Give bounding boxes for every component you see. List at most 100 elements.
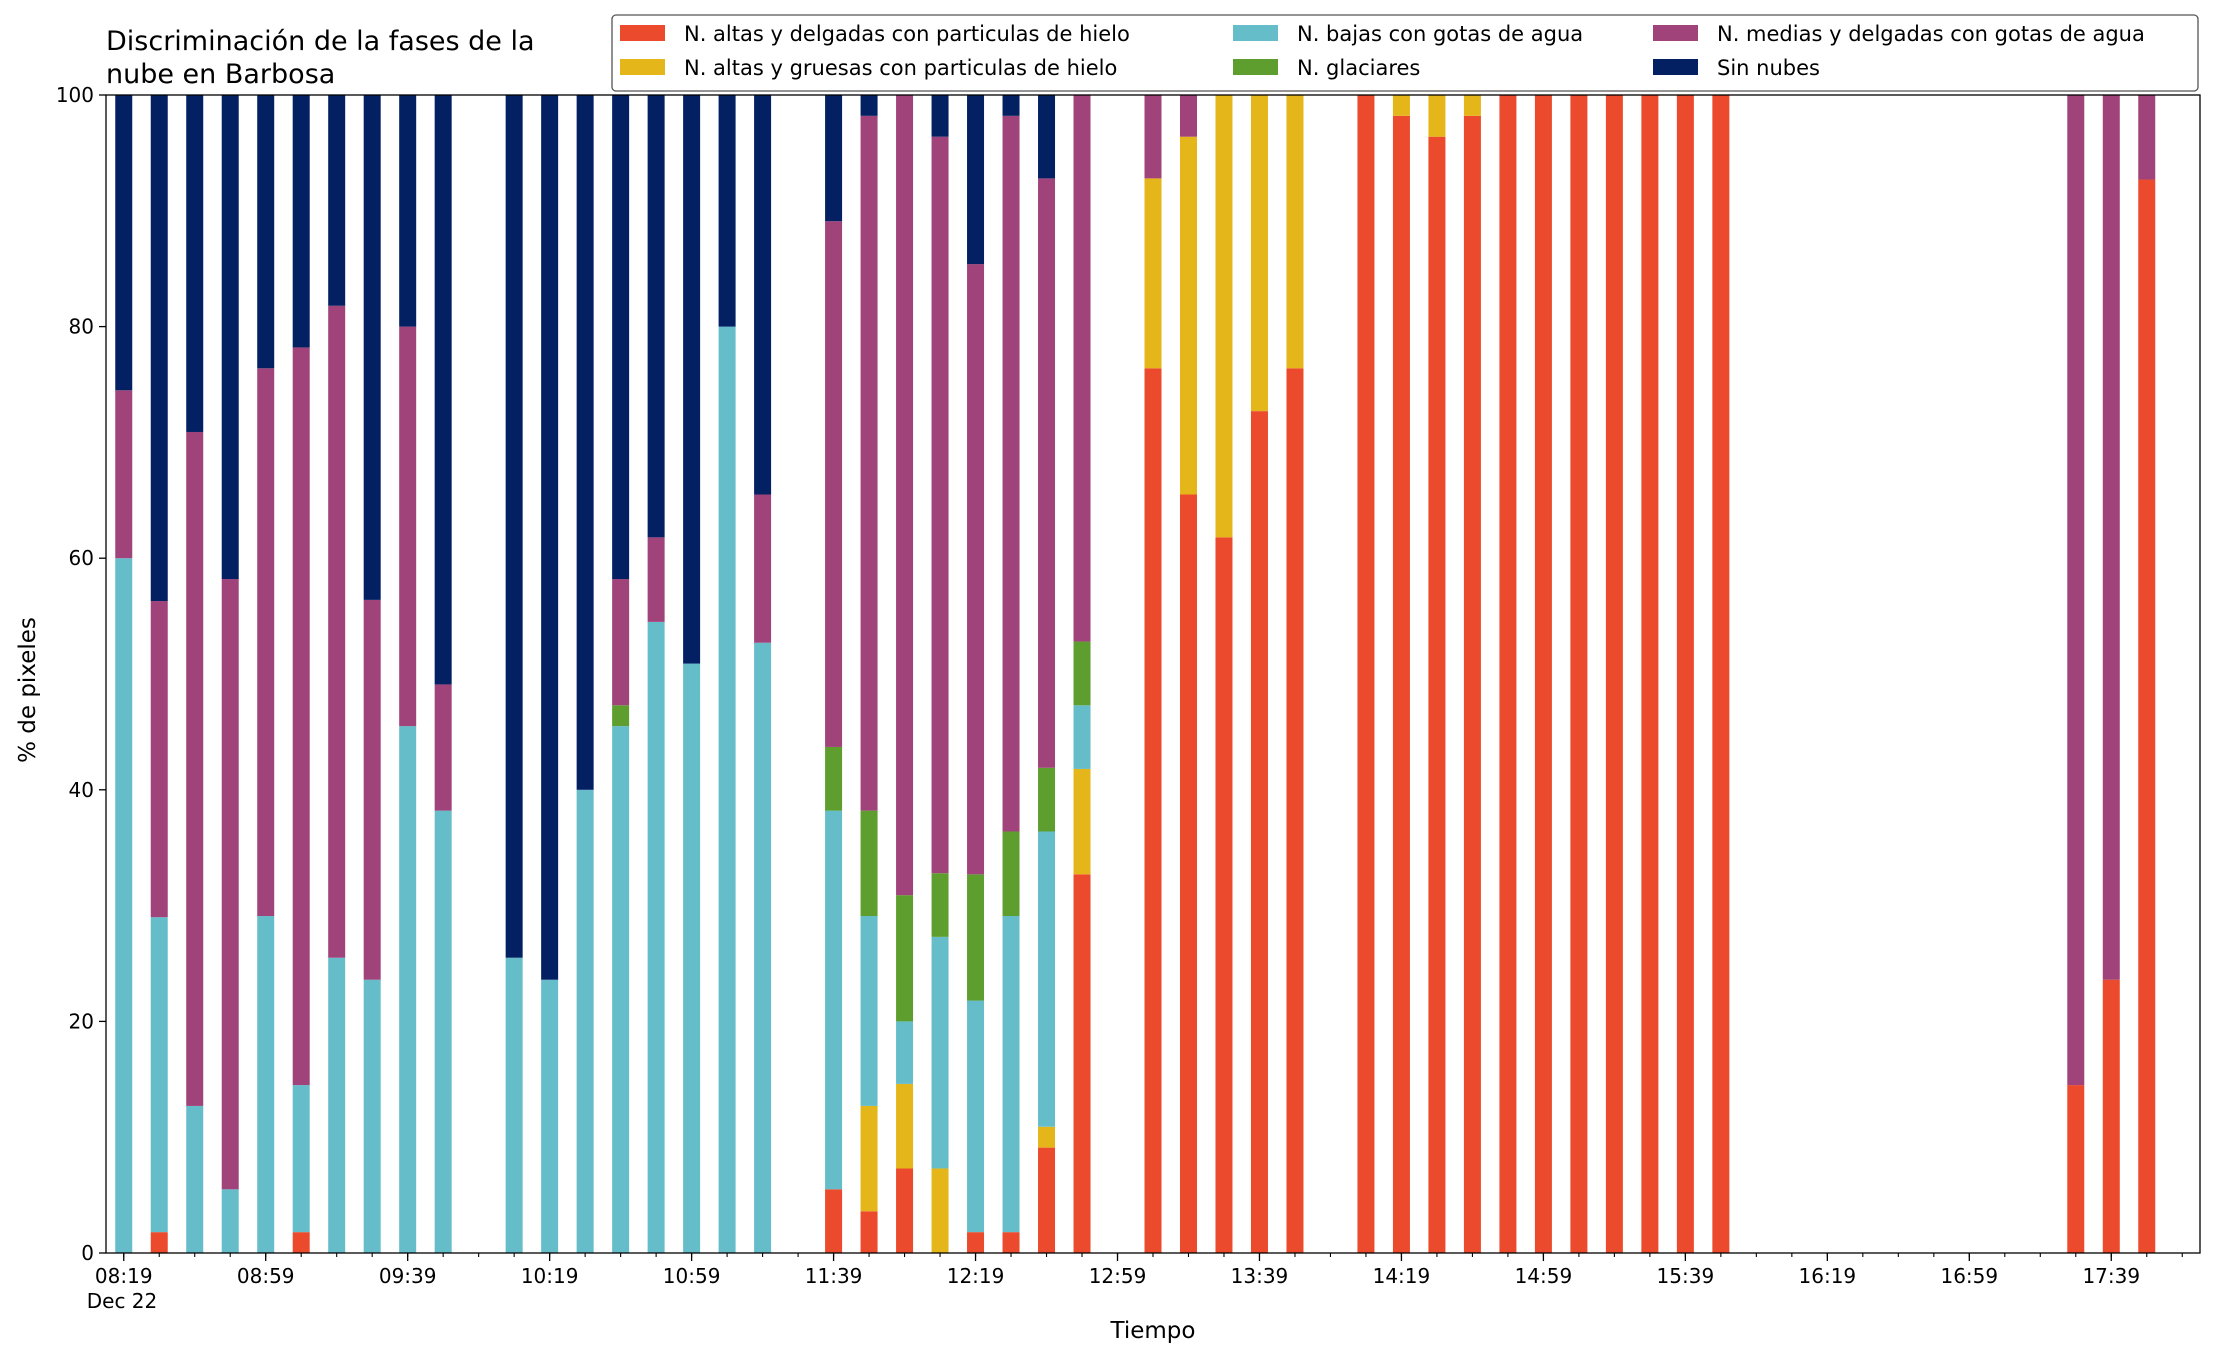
bar-segment-altas_gruesas (1428, 95, 1446, 137)
bar-segment-sin_nubes (647, 95, 665, 538)
bar-segment-medias (967, 264, 985, 875)
bar-segment-sin_nubes (683, 95, 701, 664)
legend-label-altas_gruesas: N. altas y gruesas con particulas de hie… (684, 56, 1117, 80)
bar-segment-bajas (541, 979, 559, 1253)
x-tick-label: 10:59 (663, 1264, 721, 1288)
y-axis-label: % de pixeles (15, 617, 41, 763)
bar-segment-medias (363, 599, 381, 980)
bar-segment-altas_gruesas (1144, 178, 1162, 369)
legend-swatch-altas_gruesas (620, 59, 665, 75)
bar-segment-medias (754, 494, 772, 643)
bar-segment-altas_gruesas (1250, 95, 1268, 412)
bar-segment-bajas (754, 642, 772, 1253)
bar-segment-altas_gruesas (1179, 136, 1197, 495)
bar-segment-sin_nubes (328, 95, 346, 306)
bar-segment-sin_nubes (399, 95, 417, 327)
x-axis-label: Tiempo (1110, 1318, 1196, 1344)
bar-segment-altas_gruesas (1038, 1126, 1056, 1148)
bar-segment-medias (647, 537, 665, 622)
bar-segment-glaciares (860, 810, 878, 917)
bar-segment-bajas (150, 917, 168, 1233)
x-tick-label: 14:19 (1373, 1264, 1431, 1288)
bar-segment-bajas (257, 916, 275, 1253)
x-tick-sublabel: Dec 22 (87, 1289, 158, 1313)
bar-segment-altas_delgadas (1038, 1147, 1056, 1253)
legend-label-glaciares: N. glaciares (1297, 56, 1420, 80)
bar-segment-altas_delgadas (1463, 115, 1481, 1254)
bar-segment-altas_delgadas (896, 1168, 914, 1253)
bar-segment-altas_delgadas (2138, 179, 2156, 1253)
chart-title-line-2: nube en Barbosa (106, 59, 335, 90)
bar-segment-glaciares (825, 746, 843, 811)
bar-segment-medias (2102, 95, 2120, 980)
x-tick-label: 08:19 (95, 1264, 153, 1288)
bar-segment-medias (292, 347, 310, 1086)
legend-swatch-altas_delgadas (620, 25, 665, 41)
bar-segment-sin_nubes (754, 95, 772, 495)
bar-segment-sin_nubes (363, 95, 381, 600)
bar-segment-altas_gruesas (1073, 768, 1091, 875)
y-tick-label: 80 (69, 315, 94, 339)
bar-segment-altas_delgadas (292, 1232, 310, 1253)
bar-segment-bajas (328, 957, 346, 1253)
y-tick-label: 20 (69, 1009, 94, 1033)
bar-segment-sin_nubes (257, 95, 275, 369)
bar-segment-medias (257, 368, 275, 917)
bar-segment-sin_nubes (1038, 95, 1056, 179)
bar-segment-bajas (647, 621, 665, 1253)
legend-label-altas_delgadas: N. altas y delgadas con particulas de hi… (684, 22, 1130, 46)
bar-segment-sin_nubes (967, 95, 985, 265)
y-tick-label: 40 (69, 778, 94, 802)
legend-swatch-sin_nubes (1653, 59, 1698, 75)
bar-segment-altas_delgadas (1002, 1232, 1020, 1253)
bar-segment-sin_nubes (931, 95, 949, 137)
bar-segment-sin_nubes (221, 95, 239, 580)
bar-segment-bajas (718, 326, 736, 1254)
bar-segment-glaciares (931, 873, 949, 937)
bar-segment-altas_delgadas (1144, 368, 1162, 1253)
x-tick-label: 09:39 (379, 1264, 437, 1288)
bar-segment-glaciares (1038, 767, 1056, 832)
bar-segment-sin_nubes (1002, 95, 1020, 116)
bar-segment-altas_gruesas (1286, 95, 1304, 369)
bar-segment-medias (1144, 95, 1162, 179)
x-tick-label: 13:39 (1231, 1264, 1289, 1288)
bar-segment-altas_delgadas (860, 1211, 878, 1253)
bar-segment-altas_delgadas (1712, 95, 1730, 1253)
legend-swatch-medias (1653, 25, 1698, 41)
bar-segment-altas_gruesas (931, 1168, 949, 1253)
bar-segment-sin_nubes (825, 95, 843, 222)
bar-segment-altas_delgadas (1570, 95, 1588, 1253)
bar-segment-sin_nubes (718, 95, 736, 327)
bar-segment-medias (1179, 95, 1197, 137)
bar-segment-altas_delgadas (2067, 1085, 2085, 1253)
bar-segment-bajas (505, 957, 523, 1253)
bar-segment-bajas (860, 916, 878, 1106)
bar-segment-altas_delgadas (1392, 115, 1410, 1254)
bar-segment-sin_nubes (434, 95, 452, 685)
bar-segment-bajas (967, 1000, 985, 1233)
bar-segment-bajas (931, 936, 949, 1169)
x-tick-label: 16:19 (1799, 1264, 1857, 1288)
bar-segment-medias (115, 390, 133, 559)
bar-segment-altas_delgadas (1357, 95, 1375, 1253)
bars-group (115, 95, 2156, 1254)
bar-segment-medias (434, 684, 452, 811)
bar-segment-bajas (825, 810, 843, 1190)
x-tick-label: 12:59 (1089, 1264, 1147, 1288)
bar-segment-medias (399, 326, 417, 727)
x-tick-label: 17:39 (2082, 1264, 2140, 1288)
bar-segment-altas_delgadas (1250, 411, 1268, 1253)
bar-segment-glaciares (896, 895, 914, 1022)
legend: N. altas y delgadas con particulas de hi… (611, 14, 2199, 92)
bar-segment-bajas (1038, 831, 1056, 1127)
bar-segment-altas_delgadas (1641, 95, 1659, 1253)
bar-segment-altas_gruesas (1215, 95, 1233, 538)
bar-segment-medias (1073, 95, 1091, 642)
bar-segment-altas_delgadas (2102, 979, 2120, 1253)
legend-swatch-bajas (1233, 25, 1278, 41)
bar-segment-medias (2067, 95, 2085, 1086)
bar-segment-glaciares (1073, 641, 1091, 706)
